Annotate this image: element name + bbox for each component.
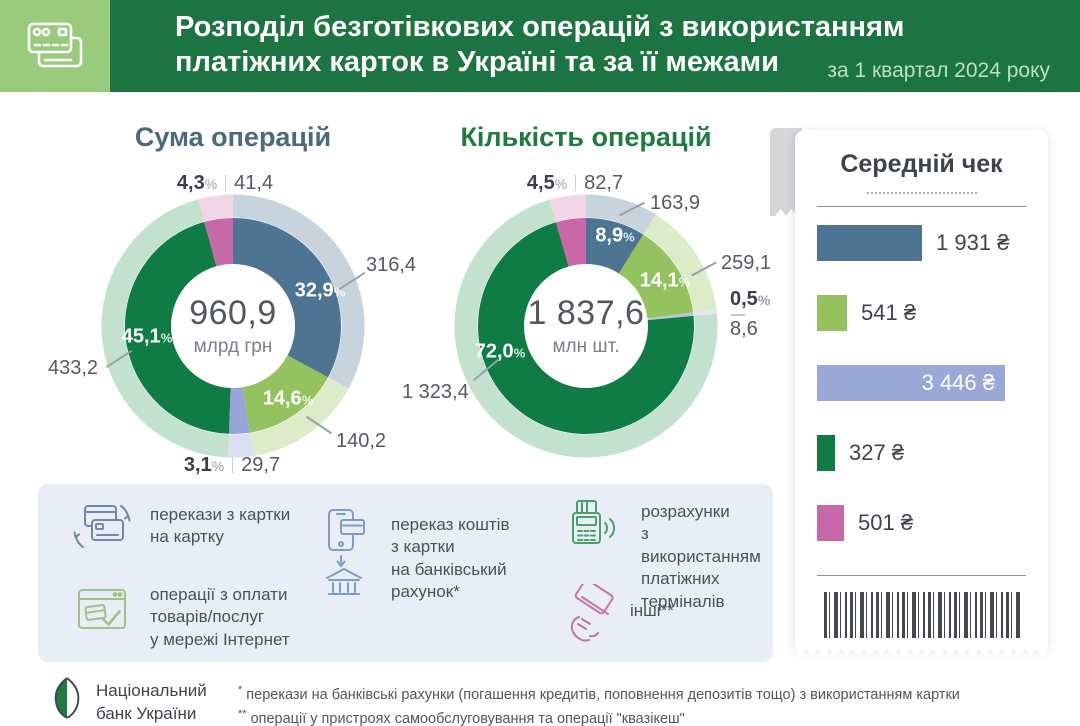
avg-check-value: 541 ₴	[861, 300, 917, 325]
chart-title: Кількість операцій	[460, 122, 712, 152]
nbu-logo	[50, 676, 84, 720]
avg-check-bar	[817, 435, 835, 471]
slice-label: 45,1%	[121, 325, 173, 348]
header: Розподіл безготівкових операцій з викори…	[0, 0, 1080, 92]
label-bank-account-count-value: 8,6	[730, 318, 758, 340]
divider	[817, 206, 1026, 207]
avg-check-bar	[817, 505, 844, 541]
avg-check-bar	[817, 295, 847, 331]
legend-item-to-bank-account: переказ коштів з картки на банківський р…	[325, 508, 509, 604]
payment-cards-icon	[23, 17, 87, 75]
legend-label: інші**	[630, 601, 674, 620]
legend-label: операції з оплати товарів/послуг у мереж…	[150, 585, 290, 649]
callout-pos: 1 323,4	[402, 381, 469, 403]
legend-item-card-to-card: перекази з картки на картку	[72, 500, 290, 554]
hand-card-icon	[566, 584, 614, 646]
callout-internet: 140,2	[336, 430, 387, 452]
callout-pos: 433,2	[48, 357, 99, 379]
online-payment-icon	[72, 582, 132, 636]
avg-check-value: 3 446 ₴	[921, 370, 995, 395]
label-bank-account-count: 0,5%	[730, 288, 771, 310]
org-name: Національний банк України	[96, 681, 207, 723]
card-to-bank-icon	[325, 508, 367, 598]
avg-check-bar-row-to-bank-account: 3 446 ₴	[817, 365, 1026, 401]
avg-check-value: 327 ₴	[849, 440, 905, 465]
avg-check-bar	[817, 225, 922, 261]
donut-count	[454, 194, 718, 458]
callout-card-to-card: 163,9	[650, 192, 701, 214]
divider	[817, 575, 1026, 576]
receipt-teeth	[795, 648, 1048, 657]
legend-label: розрахунки з використанням платіжних тер…	[641, 502, 761, 611]
label-other-count: 4,5% 82,7	[526, 172, 624, 194]
avg-check-bar-row-other: 501 ₴	[817, 505, 1026, 541]
legend-item-pos-terminals: розрахунки з використанням платіжних тер…	[563, 499, 773, 613]
footnote-2: ** операції у пристроях самообслуговуванн…	[238, 708, 685, 726]
average-check-title: Середній чек	[840, 150, 1003, 178]
legend-item-internet-payments: операції з оплати товарів/послуг у мереж…	[72, 582, 290, 651]
barcode	[823, 592, 1020, 638]
legend-label: перекази з картки на картку	[150, 505, 291, 547]
slice-label: 8,9%	[595, 224, 635, 247]
avg-check-bar-row-pos-terminals: 327 ₴	[817, 435, 1026, 471]
slice-label: 72,0%	[474, 340, 526, 363]
avg-check-bar-row-internet-payments: 541 ₴	[817, 295, 1026, 331]
average-check-panel: Середній чек 1 931 ₴ 541 ₴ 3 446 ₴ 327 ₴ 501…	[795, 130, 1048, 657]
callout-card-to-card: 316,4	[366, 254, 417, 276]
card-transfer-icon	[72, 500, 132, 554]
label-dash	[731, 314, 745, 316]
legend-panel: перекази з картки на картку операції з о…	[38, 484, 773, 662]
avg-check-bars: 1 931 ₴ 541 ₴ 3 446 ₴ 327 ₴ 501 ₴	[817, 225, 1026, 541]
chart-sum-of-operations: Сума операцій 4,3% 41,4 960,9 млрд грн 32…	[40, 120, 440, 490]
legend-item-other: інші**	[566, 584, 674, 646]
slice-label: 32,9%	[294, 279, 346, 302]
slice-label: 14,1%	[639, 269, 691, 292]
avg-check-value: 501 ₴	[858, 510, 914, 535]
pos-terminal-icon	[563, 499, 621, 549]
dotted-divider	[866, 192, 977, 194]
avg-check-bar: 3 446 ₴	[817, 365, 1005, 401]
slice-label: 14,6%	[262, 387, 314, 410]
chart-title: Сума операцій	[134, 122, 332, 152]
donut-sum	[101, 194, 365, 458]
legend-label: переказ коштів з картки на банківський р…	[391, 515, 510, 602]
callout-internet: 259,1	[721, 252, 772, 274]
label-other-sum: 4,3% 41,4	[176, 172, 274, 194]
avg-check-bar-row-card-to-card: 1 931 ₴	[817, 225, 1026, 261]
period-label: за 1 квартал 2024 року	[827, 59, 1050, 82]
page-title: Розподіл безготівкових операцій з викори…	[175, 11, 905, 78]
footnote-1: * перекази на банківські рахунки (погашен…	[238, 684, 960, 703]
label-bank-account-sum: 3,1% 29,7	[183, 454, 281, 476]
avg-check-value: 1 931 ₴	[936, 230, 1010, 255]
footnotes: * перекази на банківські рахунки (погашен…	[238, 682, 960, 726]
header-logo-box	[0, 0, 110, 92]
